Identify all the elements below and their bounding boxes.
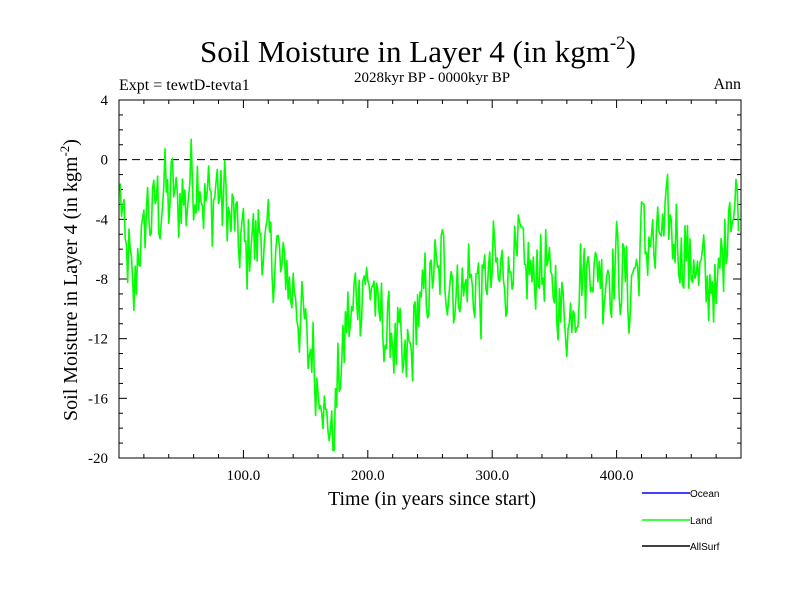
y-tick-label: 0 xyxy=(101,153,109,169)
y-tick-label: -16 xyxy=(88,391,108,407)
y-tick-label: -12 xyxy=(88,332,108,348)
y-tick-label: -4 xyxy=(96,212,109,228)
tick-labels: 100.0 200.0 300.0 400.0 4 0 -4 -8 -12 -16 -20 xyxy=(88,93,633,484)
y-tick-label: 4 xyxy=(101,93,109,109)
legend-land-label: Land xyxy=(690,516,712,527)
y-axis-label-close: ) xyxy=(60,139,82,146)
chart-subtitle: 2028kyr BP - 0000kyr BP xyxy=(354,70,510,86)
season-label: Ann xyxy=(713,76,741,93)
legend-ocean-label: Ocean xyxy=(690,489,719,500)
legend: Ocean Land AllSurf xyxy=(642,489,720,553)
x-tick-label: 300.0 xyxy=(475,468,509,484)
y-tick-label: -20 xyxy=(88,451,108,467)
x-axis-label: Time (in years since start) xyxy=(328,488,536,510)
expt-label: Expt = tewtD-tevta1 xyxy=(119,77,250,94)
x-tick-label: 400.0 xyxy=(600,468,634,484)
series-land-line xyxy=(119,138,740,452)
y-axis-label: Soil Moisture in Layer 4 (in kgm-2) xyxy=(57,139,82,421)
y-tick-label: -8 xyxy=(96,272,109,288)
chart-title: Soil Moisture in Layer 4 (in kgm-2) xyxy=(200,33,636,69)
chart-title-close: ) xyxy=(626,34,636,69)
chart-title-sup: -2 xyxy=(610,33,626,54)
x-tick-label: 100.0 xyxy=(227,468,261,484)
x-tick-label: 200.0 xyxy=(351,468,385,484)
y-axis-label-sup: -2 xyxy=(57,146,72,157)
legend-allsurf-label: AllSurf xyxy=(690,542,720,553)
